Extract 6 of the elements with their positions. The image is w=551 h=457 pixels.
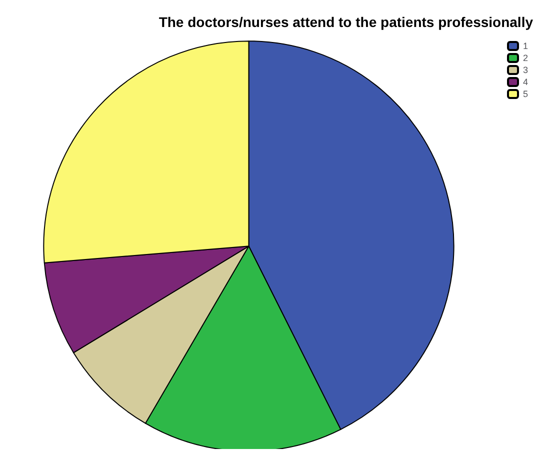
chart-title: The doctors/nurses attend to the patients professionally	[158, 14, 534, 30]
legend-label: 1	[522, 41, 528, 51]
legend-label: 4	[522, 77, 528, 87]
legend-label: 2	[522, 53, 528, 63]
legend-label: 5	[522, 89, 528, 99]
legend-label: 3	[522, 65, 528, 75]
